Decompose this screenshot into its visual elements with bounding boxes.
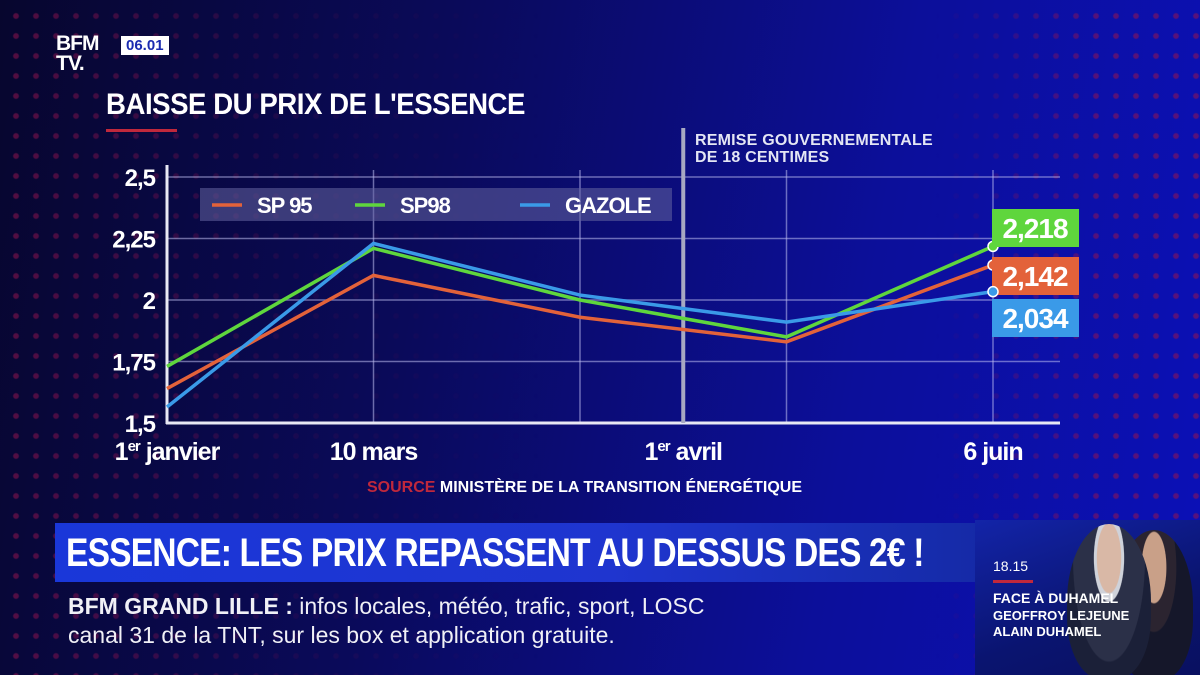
y-tick-label: 2,25 bbox=[112, 227, 155, 254]
series-line-sp98 bbox=[166, 244, 994, 368]
legend-label-sp95: SP 95 bbox=[257, 193, 312, 218]
end-label-box-gazole bbox=[992, 299, 1079, 337]
source-text: MINISTÈRE DE LA TRANSITION ÉNERGÉTIQUE bbox=[440, 477, 802, 496]
x-tick-label: 6 juin bbox=[963, 438, 1022, 466]
logo-line-1: BFM bbox=[56, 32, 99, 55]
y-tick-label: 2 bbox=[143, 288, 156, 315]
x-tick-label: 10 mars bbox=[330, 438, 418, 466]
channel-logo: BFM TV. bbox=[56, 32, 99, 75]
ticker-channel-name: BFM GRAND LILLE bbox=[68, 593, 279, 619]
promo-show-title: FACE À DUHAMEL bbox=[993, 590, 1119, 606]
promo-time: 18.15 bbox=[993, 558, 1029, 574]
remise-annotation: REMISE GOUVERNEMENTALE DE 18 CENTIMES bbox=[695, 132, 933, 166]
x-tick-sup: er bbox=[657, 438, 670, 455]
ticker-headline: ESSENCE: LES PRIX REPASSENT AU DESSUS DE… bbox=[66, 531, 924, 575]
y-tick-label: 1,5 bbox=[125, 411, 156, 438]
source-line: SOURCE MINISTÈRE DE LA TRANSITION ÉNERGÉ… bbox=[367, 477, 802, 496]
x-tick-main: 10 mars bbox=[330, 438, 418, 466]
end-label-sp95: 2,142 bbox=[1002, 261, 1067, 292]
end-label-sp98: 2,218 bbox=[1002, 213, 1067, 244]
legend-label-gazole: GAZOLE bbox=[565, 193, 651, 218]
ticker-subline-2: canal 31 de la TNT, sur les box et appli… bbox=[68, 622, 615, 648]
ticker-subline-1-text: infos locales, météo, trafic, sport, LOS… bbox=[299, 593, 705, 619]
x-tick-sup: er bbox=[128, 438, 141, 455]
line-chart: 2,5 2,25 2 1,75 1,5 SP 95 SP98 GAZOLE 2,142 2,218… bbox=[112, 128, 1079, 496]
remise-line-1: REMISE GOUVERNEMENTALE bbox=[695, 132, 933, 149]
ticker-subline-1: BFM GRAND LILLE : infos locales, météo, … bbox=[68, 592, 704, 620]
chart-title: BAISSE DU PRIX DE L'ESSENCE bbox=[106, 88, 525, 121]
ticker-separator: : bbox=[278, 593, 300, 619]
title-underline bbox=[106, 129, 177, 132]
program-promo: 18.15 FACE À DUHAMEL GEOFFROY LEJEUNE AL… bbox=[975, 520, 1200, 675]
x-tick-label: 1er avril bbox=[645, 438, 723, 466]
x-tick-rest: janvier bbox=[140, 438, 221, 466]
series-line-sp95 bbox=[166, 263, 994, 391]
logo-line-2: TV. bbox=[56, 52, 85, 75]
x-tick-main: 6 juin bbox=[963, 438, 1022, 466]
legend-label-sp98: SP98 bbox=[400, 193, 451, 218]
x-tick-main: 1 bbox=[645, 438, 659, 466]
source-label: SOURCE bbox=[367, 479, 440, 496]
promo-guest-2: ALAIN DUHAMEL bbox=[993, 624, 1102, 639]
clock: 06.01 bbox=[121, 36, 169, 55]
x-tick-rest: avril bbox=[670, 438, 722, 466]
end-label-box-sp95 bbox=[992, 257, 1079, 295]
y-tick-label: 1,75 bbox=[112, 350, 155, 377]
legend-box bbox=[200, 188, 672, 221]
remise-line-2: DE 18 CENTIMES bbox=[695, 149, 830, 166]
x-tick-label: 1er janvier bbox=[115, 438, 221, 466]
series-line-gazole bbox=[165, 241, 994, 409]
end-label-gazole: 2,034 bbox=[1002, 303, 1068, 334]
presenter-photo-left bbox=[1067, 524, 1151, 675]
y-tick-label: 2,5 bbox=[125, 165, 156, 192]
promo-guest-1: GEOFFROY LEJEUNE bbox=[993, 608, 1130, 623]
end-label-box-sp98 bbox=[992, 209, 1079, 247]
end-point-gazole bbox=[987, 285, 999, 298]
x-tick-main: 1 bbox=[115, 438, 129, 466]
promo-divider bbox=[993, 580, 1033, 583]
ticker-bar bbox=[55, 523, 985, 582]
